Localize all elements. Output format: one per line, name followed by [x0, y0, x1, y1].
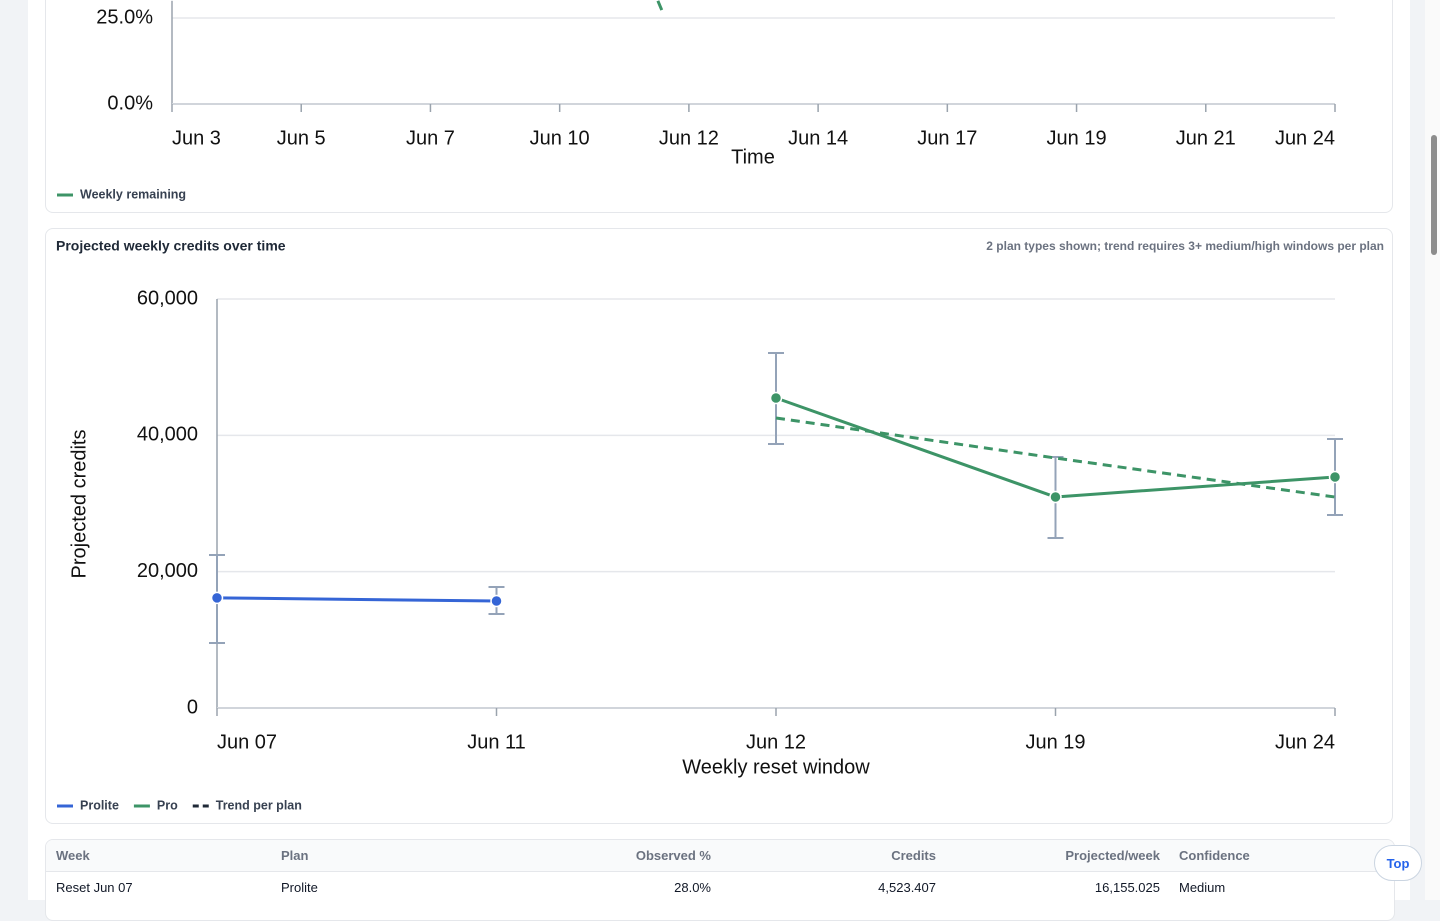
header-cell: Observed %: [635, 848, 711, 863]
page: Projected weekly credits over time 2 pla…: [28, 0, 1437, 921]
y-tick-label: 60,000: [137, 287, 198, 309]
chart-title: Projected weekly credits over time: [56, 238, 286, 254]
series-line: [656, 0, 664, 11]
x-tick-label: Jun 24: [1275, 127, 1335, 149]
x-tick-label: Jun 19: [1025, 731, 1085, 753]
series-line: [216, 596, 497, 603]
x-tick-label: Jun 21: [1176, 127, 1236, 149]
table-header: Week Plan Observed % Credits Projected/w…: [46, 840, 1394, 872]
data-table: Week Plan Observed % Credits Projected/w…: [45, 839, 1395, 921]
x-axis-title: Weekly reset window: [682, 756, 870, 778]
cell: Reset Jun 07: [56, 880, 133, 895]
chart-note: 2 plan types shown; trend requires 3+ me…: [986, 239, 1384, 253]
point: [1049, 490, 1062, 504]
x-tick-label: Jun 10: [530, 127, 590, 149]
series-line: [775, 416, 1336, 499]
header-cell: Confidence: [1179, 848, 1250, 863]
usage-card: [45, 0, 1393, 213]
x-tick-label: Jun 5: [277, 127, 326, 149]
top-button[interactable]: Top: [1374, 845, 1422, 881]
y-tick-label: 0.0%: [107, 92, 153, 114]
x-tick-label: Jun 11: [467, 731, 526, 753]
y-tick-label: 20,000: [137, 560, 198, 582]
y-tick-label: 25.0%: [96, 6, 153, 28]
header-cell: Credits: [891, 848, 936, 863]
projection-card: [45, 228, 1393, 824]
cell: 4,523.407: [878, 880, 936, 895]
x-tick-label: Jun 14: [788, 127, 848, 149]
header-cell: Plan: [281, 848, 309, 863]
charts: Projected weekly credits over time 2 pla…: [56, 0, 1384, 812]
cell: 16,155.025: [1094, 880, 1160, 895]
header-cell: Projected/week: [1065, 848, 1160, 863]
cell: 28.0%: [674, 880, 711, 895]
point: [210, 591, 224, 605]
x-tick-label: Jun 12: [746, 731, 806, 753]
cell: Prolite: [281, 880, 318, 895]
x-tick-label: Jun 24: [1275, 731, 1335, 753]
legend-label: Trend per plan: [216, 798, 302, 812]
y-axis-title: Projected credits: [68, 430, 90, 579]
x-tick-label: Jun 19: [1047, 127, 1107, 149]
scrollbar-thumb[interactable]: [1431, 135, 1437, 255]
legend-label: Weekly remaining: [80, 187, 186, 201]
x-tick-label: Jun 7: [406, 127, 455, 149]
x-tick-label: Jun 12: [659, 127, 719, 149]
x-tick-label: Jun 07: [217, 731, 277, 753]
x-tick-label: Jun 17: [917, 127, 977, 149]
point: [769, 391, 783, 405]
x-tick-label: Jun 3: [172, 127, 221, 149]
y-tick-label: 0: [187, 696, 198, 718]
x-axis-title: Time: [731, 146, 775, 168]
legend-label: Prolite: [80, 798, 119, 812]
point: [490, 594, 503, 608]
cell: Medium: [1179, 880, 1226, 895]
legend-label: Pro: [157, 798, 178, 812]
header-cell: Week: [56, 848, 90, 863]
y-tick-label: 40,000: [137, 424, 198, 446]
point: [1328, 470, 1342, 484]
